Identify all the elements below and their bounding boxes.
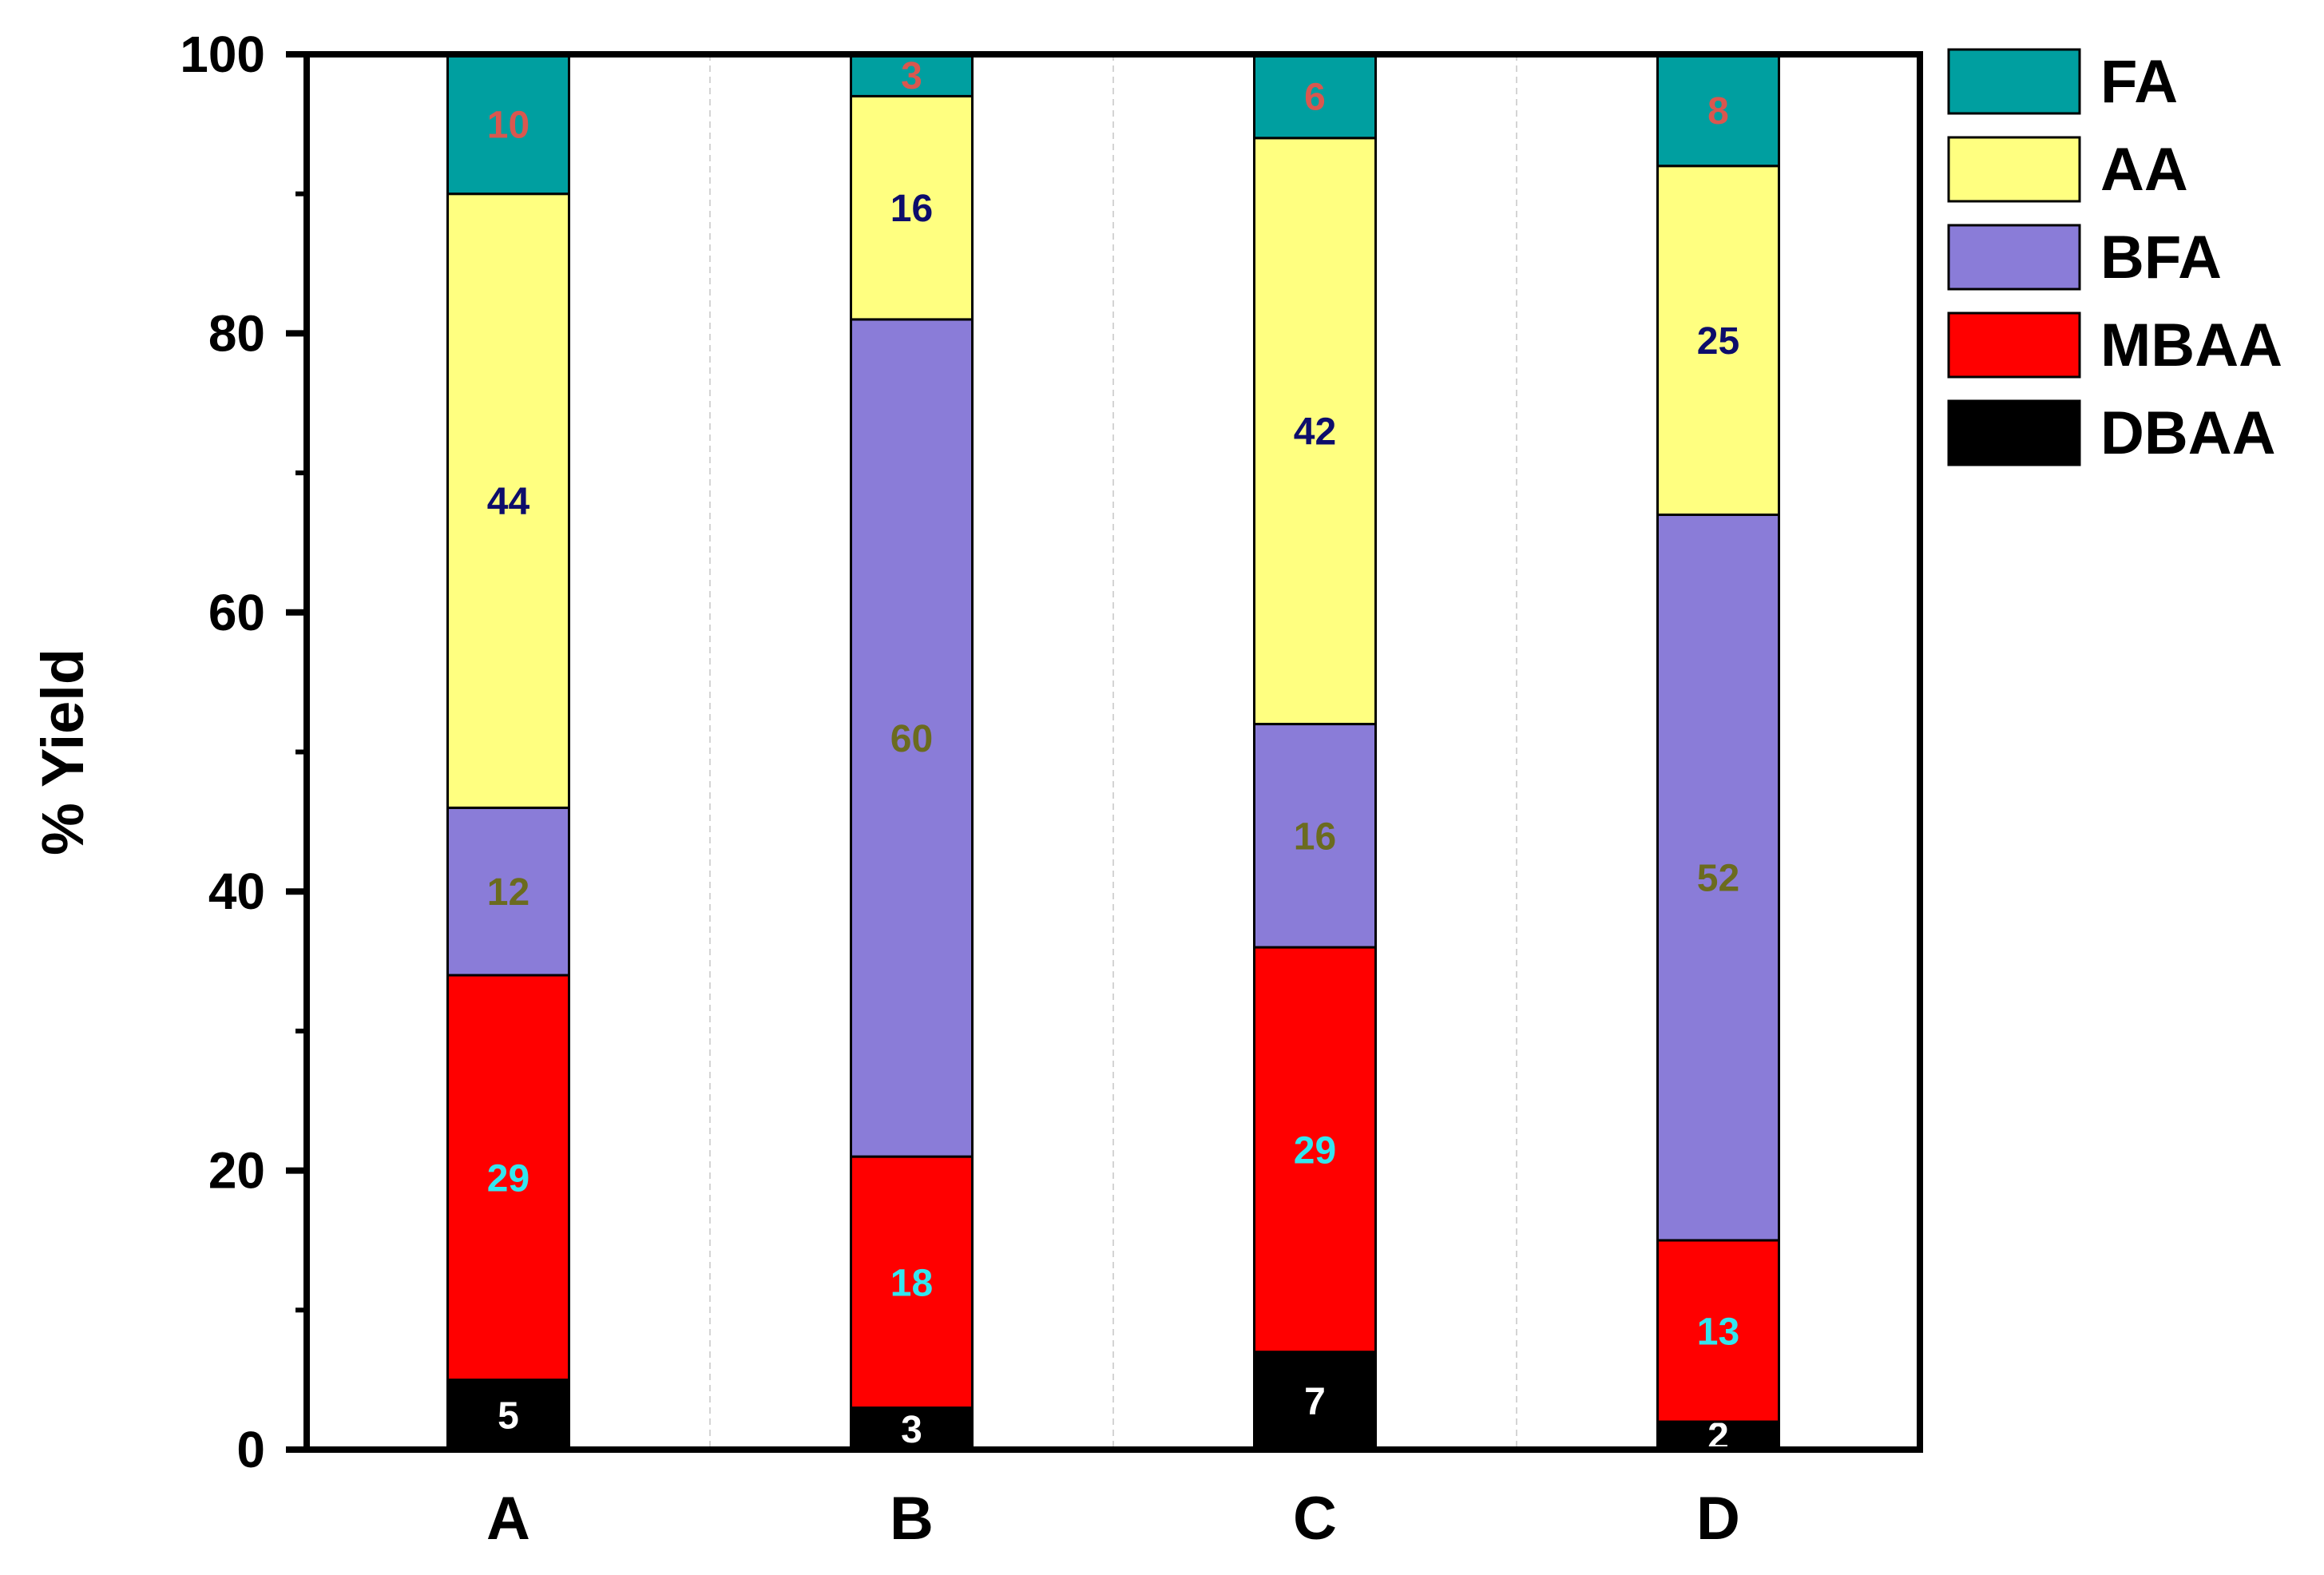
data-label-fa-c: 6 <box>1304 76 1326 118</box>
bar-stack-b: 3 18 60 16 3 <box>850 53 974 1451</box>
data-label-dbaa-c: 7 <box>1304 1381 1326 1423</box>
bar-stack-c: 7 29 16 42 6 <box>1253 53 1377 1451</box>
legend-swatch-bfa <box>1947 224 2081 291</box>
y-axis-title: % Yield <box>30 649 96 855</box>
category-label-b: B <box>890 1485 934 1553</box>
bar-segment-aa-a <box>446 192 570 809</box>
data-label-aa-c: 42 <box>1294 411 1336 454</box>
bar-segment-fa-a <box>446 53 570 196</box>
bar-segment-aa-c <box>1253 137 1377 726</box>
y-tick-label: 0 <box>236 1421 265 1478</box>
data-label-mbaa-b: 18 <box>890 1262 933 1304</box>
bar-stack-a: 5 29 12 44 10 <box>446 53 570 1451</box>
legend-swatch-aa <box>1947 136 2081 203</box>
data-label-mbaa-d: 13 <box>1697 1311 1739 1354</box>
bar-segment-bfa-c <box>1253 723 1377 949</box>
legend-swatch-fa <box>1947 48 2081 115</box>
data-label-aa-b: 16 <box>890 188 933 230</box>
data-label-fa-d: 8 <box>1707 90 1729 133</box>
data-label-mbaa-c: 29 <box>1294 1129 1336 1172</box>
x-axis: A B C D <box>486 1485 1740 1553</box>
legend-item-dbaa: DBAA <box>1947 399 2276 467</box>
legend-swatch-dbaa <box>1947 399 2081 466</box>
category-label-c: C <box>1293 1485 1337 1553</box>
bar-segment-aa-d <box>1656 165 1780 517</box>
y-tick-label: 60 <box>208 584 265 641</box>
bar-segment-bfa-b <box>850 318 974 1158</box>
y-tick-label: 100 <box>180 26 265 83</box>
data-label-fa-b: 3 <box>901 55 922 97</box>
bar-segment-fa-c <box>1253 53 1377 140</box>
legend-item-aa: AA <box>1947 136 2188 204</box>
bar-segment-fa-d <box>1656 53 1780 168</box>
y-tick-label: 20 <box>208 1142 265 1200</box>
legend-label-fa: FA <box>2100 48 2178 116</box>
legend-item-bfa: BFA <box>1947 224 2222 292</box>
data-label-aa-a: 44 <box>487 481 530 523</box>
category-label-d: D <box>1696 1485 1740 1553</box>
grid-layer <box>709 54 1517 1450</box>
data-label-bfa-d: 52 <box>1697 858 1739 900</box>
legend-item-fa: FA <box>1947 48 2178 116</box>
bar-segment-mbaa-c <box>1253 946 1377 1354</box>
y-axis: 0 20 40 60 80 100 <box>180 26 307 1478</box>
data-label-dbaa-a: 5 <box>498 1394 519 1437</box>
y-tick-label: 40 <box>208 863 265 920</box>
y-tick-label: 80 <box>208 304 265 362</box>
legend-item-mbaa: MBAA <box>1947 311 2282 379</box>
legend-swatch-mbaa <box>1947 311 2081 379</box>
data-label-mbaa-a: 29 <box>487 1157 529 1200</box>
category-label-a: A <box>486 1485 530 1553</box>
data-label-bfa-c: 16 <box>1294 815 1336 858</box>
bar-segment-mbaa-a <box>446 974 570 1382</box>
bar-segment-fa-b <box>850 53 974 97</box>
legend-label-bfa: BFA <box>2100 224 2222 292</box>
legend: FA AA BFA MBAA DBAA <box>1947 48 2282 467</box>
bar-segment-bfa-d <box>1656 514 1780 1242</box>
data-label-aa-d: 25 <box>1697 320 1739 363</box>
legend-label-aa: AA <box>2100 136 2188 204</box>
legend-label-dbaa: DBAA <box>2100 399 2276 467</box>
bar-segment-mbaa-d <box>1656 1239 1780 1423</box>
data-label-bfa-a: 12 <box>487 871 529 914</box>
data-label-bfa-b: 60 <box>890 718 933 760</box>
bar-segment-mbaa-b <box>850 1155 974 1410</box>
data-label-fa-a: 10 <box>487 104 529 146</box>
bar-segment-dbaa-c <box>1253 1351 1377 1451</box>
bar-segment-dbaa-b <box>850 1406 974 1451</box>
bar-segment-aa-b <box>850 94 974 321</box>
data-label-dbaa-b: 3 <box>901 1409 922 1451</box>
legend-label-mbaa: MBAA <box>2100 311 2282 379</box>
